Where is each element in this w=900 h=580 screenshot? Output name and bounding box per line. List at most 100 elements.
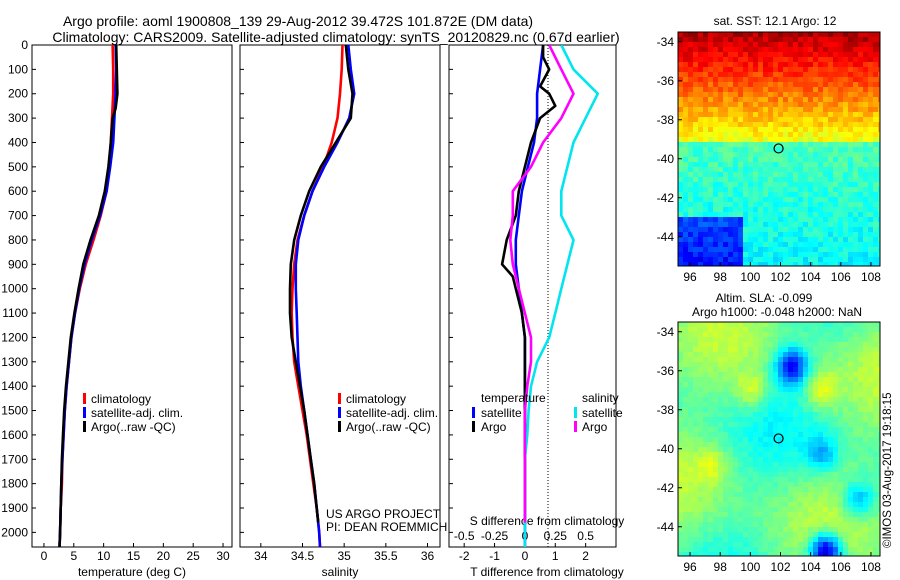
heatmap-cell	[683, 352, 689, 358]
depth-tick-label: 100	[8, 62, 28, 76]
heatmap-cell	[768, 332, 774, 338]
map-y-tick-label: -40	[657, 442, 675, 456]
heatmap-cell	[763, 477, 769, 483]
heatmap-cell	[688, 112, 694, 118]
heatmap-cell	[868, 532, 874, 538]
heatmap-cell	[773, 422, 779, 428]
heatmap-cell	[718, 467, 724, 473]
heatmap-cell	[848, 472, 854, 478]
profile-line	[58, 45, 118, 547]
heatmap-cell	[793, 47, 799, 53]
heatmap-cell	[853, 382, 859, 388]
x-tick-label: 36	[421, 549, 435, 563]
heatmap-cell	[813, 372, 819, 378]
heatmap-cell	[798, 157, 804, 163]
heatmap-cell	[828, 197, 834, 203]
heatmap-cell	[718, 502, 724, 508]
heatmap-cell	[748, 502, 754, 508]
heatmap-cell	[868, 222, 874, 228]
heatmap-cell	[738, 172, 744, 178]
heatmap-cell	[798, 87, 804, 93]
heatmap-cell	[733, 507, 739, 513]
heatmap-cell	[838, 452, 844, 458]
heatmap-cell	[678, 417, 684, 423]
heatmap-cell	[683, 37, 689, 43]
heatmap-cell	[818, 147, 824, 153]
heatmap-cell	[858, 42, 864, 48]
heatmap-cell	[798, 532, 804, 538]
heatmap-cell	[743, 322, 749, 328]
heatmap-cell	[803, 502, 809, 508]
heatmap-cell	[718, 217, 724, 223]
heatmap-cell	[868, 392, 874, 398]
heatmap-cell	[733, 452, 739, 458]
heatmap-cell	[738, 92, 744, 98]
heatmap-cell	[863, 407, 869, 413]
heatmap-cell	[763, 172, 769, 178]
heatmap-cell	[833, 517, 839, 523]
heatmap-cell	[753, 97, 759, 103]
heatmap-cell	[828, 452, 834, 458]
heatmap-cell	[723, 487, 729, 493]
heatmap-cell	[803, 242, 809, 248]
heatmap-cell	[743, 187, 749, 193]
heatmap-cell	[708, 392, 714, 398]
heatmap-cell	[858, 332, 864, 338]
heatmap-cell	[713, 162, 719, 168]
heatmap-cell	[773, 462, 779, 468]
heatmap-cell	[713, 422, 719, 428]
heatmap-cell	[703, 87, 709, 93]
heatmap-cell	[733, 77, 739, 83]
heatmap-cell	[848, 122, 854, 128]
heatmap-cell	[688, 62, 694, 68]
heatmap-cell	[853, 217, 859, 223]
heatmap-cell	[748, 97, 754, 103]
heatmap-cell	[808, 322, 814, 328]
heatmap-cell	[763, 487, 769, 493]
heatmap-cell	[763, 162, 769, 168]
heatmap-cell	[788, 517, 794, 523]
heatmap-cell	[768, 342, 774, 348]
heatmap-cell	[868, 137, 874, 143]
heatmap-cell	[698, 497, 704, 503]
heatmap-cell	[753, 257, 759, 263]
heatmap-cell	[783, 232, 789, 238]
heatmap-cell	[733, 532, 739, 538]
heatmap-cell	[773, 442, 779, 448]
heatmap-cell	[748, 412, 754, 418]
depth-tick-label: 700	[8, 209, 28, 223]
heatmap-cell	[863, 187, 869, 193]
heatmap-cell	[878, 447, 880, 453]
heatmap-cell	[713, 202, 719, 208]
heatmap-cell	[848, 232, 854, 238]
heatmap-cell	[848, 92, 854, 98]
heatmap-cell	[838, 477, 844, 483]
heatmap-cell	[843, 117, 849, 123]
heatmap-cell	[778, 82, 784, 88]
heatmap-cell	[803, 457, 809, 463]
heatmap-cell	[793, 387, 799, 393]
heatmap-cell	[868, 157, 874, 163]
heatmap-cell	[813, 97, 819, 103]
heatmap-cell	[848, 372, 854, 378]
heatmap-cell	[693, 262, 699, 266]
heatmap-cell	[838, 202, 844, 208]
heatmap-cell	[708, 102, 714, 108]
heatmap-cell	[823, 417, 829, 423]
heatmap-cell	[733, 62, 739, 68]
heatmap-cell	[878, 382, 880, 388]
heatmap-cell	[843, 507, 849, 513]
heatmap-cell	[753, 447, 759, 453]
map-x-tick-label: 102	[770, 270, 790, 284]
heatmap-cell	[808, 527, 814, 533]
heatmap-cell	[733, 397, 739, 403]
heatmap-cell	[863, 57, 869, 63]
heatmap-cell	[828, 437, 834, 443]
heatmap-cell	[683, 107, 689, 113]
profile-line	[294, 45, 356, 547]
heatmap-cell	[833, 252, 839, 258]
heatmap-cell	[838, 352, 844, 358]
heatmap-cell	[678, 332, 684, 338]
heatmap-cell	[823, 167, 829, 173]
x-tick-label: 0	[41, 549, 48, 563]
